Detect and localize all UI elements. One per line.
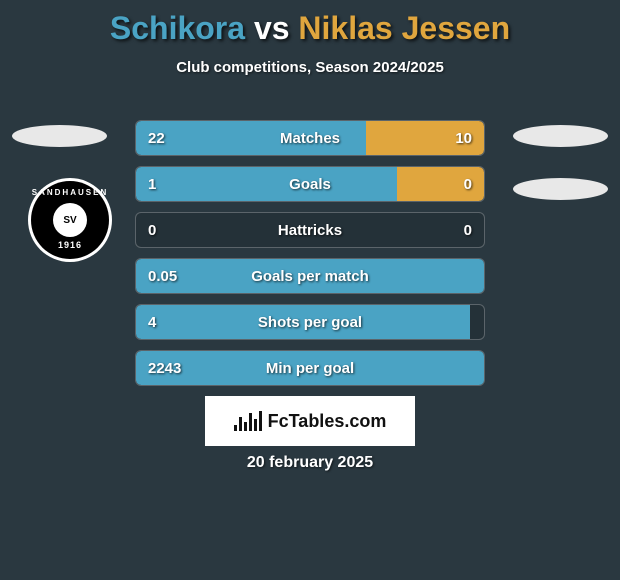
stat-label: Goals [136,167,484,202]
club-badge-top-text: SANDHAUSEN [32,188,108,197]
title-player2: Niklas Jessen [298,10,510,46]
page-title: Schikora vs Niklas Jessen [0,0,620,47]
stat-label: Min per goal [136,351,484,386]
stat-row: 10Goals [135,166,485,202]
stat-label: Shots per goal [136,305,484,340]
stat-label: Hattricks [136,213,484,248]
stat-row: 4Shots per goal [135,304,485,340]
stat-row: 0.05Goals per match [135,258,485,294]
player2-placeholder-ellipse-1 [513,125,608,147]
title-player1: Schikora [110,10,245,46]
fctables-branding: FcTables.com [205,396,415,446]
stat-row: 00Hattricks [135,212,485,248]
player2-placeholder-ellipse-2 [513,178,608,200]
subtitle: Club competitions, Season 2024/2025 [0,59,620,76]
club-badge: SANDHAUSEN SV 1916 [28,178,112,262]
date-text: 20 february 2025 [0,454,620,472]
stat-label: Goals per match [136,259,484,294]
club-badge-year: 1916 [58,240,82,250]
stats-table: 2210Matches 10Goals 00Hattricks 0.05Goals p… [135,120,485,396]
fctables-text: FcTables.com [268,411,387,432]
club-badge-ball-icon: SV [53,203,87,237]
title-vs: vs [245,10,298,46]
stat-row: 2243Min per goal [135,350,485,386]
bars-icon [234,411,262,431]
stat-row: 2210Matches [135,120,485,156]
player1-placeholder-ellipse [12,125,107,147]
stat-label: Matches [136,121,484,156]
